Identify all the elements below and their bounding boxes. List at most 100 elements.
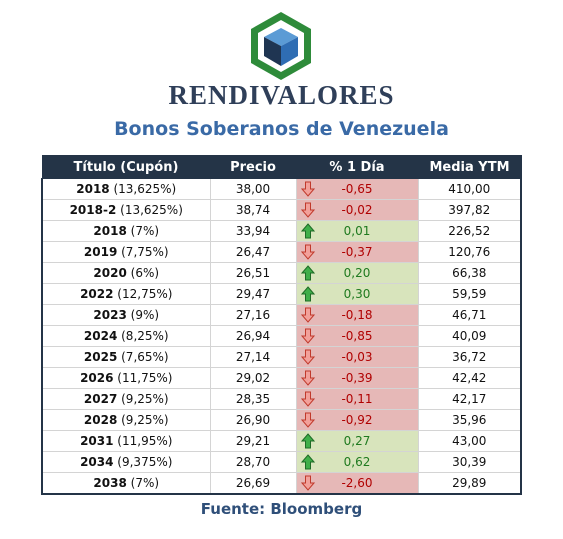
daily-change-value: -0,18 xyxy=(341,308,373,322)
red-down-arrow-icon xyxy=(300,307,315,323)
price-cell: 26,69 xyxy=(209,472,297,495)
bond-year: 2027 xyxy=(83,392,118,406)
bond-year: 2025 xyxy=(83,350,118,364)
bond-coupon: (7,75%) xyxy=(121,245,169,259)
table-row: 2024 (8,25%) 26,94 -0,85 40,09 xyxy=(41,325,522,347)
bond-title-cell: 2025 (7,65%) xyxy=(41,346,211,368)
green-up-arrow-icon xyxy=(300,454,315,470)
bond-year: 2024 xyxy=(83,329,118,343)
daily-change-value: -0,85 xyxy=(341,329,373,343)
green-up-arrow-icon xyxy=(300,286,315,302)
daily-change-cell: -0,03 xyxy=(295,346,419,368)
green-up-arrow-icon xyxy=(300,265,315,281)
bond-year: 2018 xyxy=(93,224,127,238)
daily-change-cell: 0,01 xyxy=(295,220,419,242)
column-header-titulo: Título (Cupón) xyxy=(41,155,211,179)
bond-year: 2023 xyxy=(93,308,127,322)
daily-change-cell: 0,27 xyxy=(295,430,419,452)
red-down-arrow-icon xyxy=(300,349,315,365)
bond-coupon: (8,25%) xyxy=(121,329,169,343)
bond-title-cell: 2026 (11,75%) xyxy=(41,367,211,389)
bond-coupon: (13,625%) xyxy=(120,203,183,217)
daily-change-value: -0,03 xyxy=(341,350,373,364)
price-cell: 29,47 xyxy=(209,283,297,305)
bond-coupon: (11,75%) xyxy=(117,371,173,385)
bond-year: 2038 xyxy=(93,476,127,490)
ytm-cell: 226,52 xyxy=(417,220,522,242)
bond-title-cell: 2027 (9,25%) xyxy=(41,388,211,410)
table-row: 2038 (7%) 26,69 -2,60 29,89 xyxy=(41,472,522,495)
ytm-cell: 29,89 xyxy=(417,472,522,495)
red-down-arrow-icon xyxy=(300,391,315,407)
ytm-cell: 36,72 xyxy=(417,346,522,368)
green-up-arrow-icon xyxy=(300,433,315,449)
table-row: 2019 (7,75%) 26,47 -0,37 120,76 xyxy=(41,241,522,263)
bond-title-cell: 2018-2 (13,625%) xyxy=(41,199,211,221)
daily-change-value: -0,65 xyxy=(341,182,373,196)
table-row: 2023 (9%) 27,16 -0,18 46,71 xyxy=(41,304,522,326)
ytm-cell: 59,59 xyxy=(417,283,522,305)
table-row: 2025 (7,65%) 27,14 -0,03 36,72 xyxy=(41,346,522,368)
table-row: 2018 (7%) 33,94 0,01 226,52 xyxy=(41,220,522,242)
ytm-cell: 66,38 xyxy=(417,262,522,284)
daily-change-cell: -0,37 xyxy=(295,241,419,263)
bond-year: 2022 xyxy=(80,287,114,301)
ytm-cell: 30,39 xyxy=(417,451,522,473)
price-cell: 26,94 xyxy=(209,325,297,347)
bond-year: 2018-2 xyxy=(69,203,117,217)
ytm-cell: 40,09 xyxy=(417,325,522,347)
ytm-cell: 35,96 xyxy=(417,409,522,431)
price-cell: 28,35 xyxy=(209,388,297,410)
table-row: 2020 (6%) 26,51 0,20 66,38 xyxy=(41,262,522,284)
bond-title-cell: 2018 (13,625%) xyxy=(41,178,211,200)
daily-change-value: 0,20 xyxy=(343,266,371,280)
source-note: Fuente: Bloomberg xyxy=(200,500,363,518)
price-cell: 38,00 xyxy=(209,178,297,200)
bond-coupon: (9%) xyxy=(130,308,160,322)
ytm-cell: 46,71 xyxy=(417,304,522,326)
price-cell: 38,74 xyxy=(209,199,297,221)
bond-year: 2018 xyxy=(76,182,110,196)
daily-change-cell: 0,20 xyxy=(295,262,419,284)
bond-coupon: (11,95%) xyxy=(117,434,173,448)
daily-change-value: -0,37 xyxy=(341,245,373,259)
bond-coupon: (9,375%) xyxy=(117,455,173,469)
bond-coupon: (7%) xyxy=(130,224,160,238)
daily-change-cell: -0,39 xyxy=(295,367,419,389)
bond-title-cell: 2018 (7%) xyxy=(41,220,211,242)
table-row: 2031 (11,95%) 29,21 0,27 43,00 xyxy=(41,430,522,452)
brand-name: RENDIVALORES xyxy=(168,80,395,110)
column-header-ytm: Media YTM xyxy=(417,155,522,179)
page-title: Bonos Soberanos de Venezuela xyxy=(114,118,449,140)
bond-year: 2028 xyxy=(83,413,118,427)
bond-coupon: (7%) xyxy=(130,476,160,490)
red-down-arrow-icon xyxy=(300,328,315,344)
green-up-arrow-icon xyxy=(300,223,315,239)
ytm-cell: 42,17 xyxy=(417,388,522,410)
price-cell: 26,51 xyxy=(209,262,297,284)
bond-title-cell: 2020 (6%) xyxy=(41,262,211,284)
ytm-cell: 43,00 xyxy=(417,430,522,452)
bond-coupon: (9,25%) xyxy=(121,413,169,427)
daily-change-value: -0,02 xyxy=(341,203,373,217)
bond-title-cell: 2031 (11,95%) xyxy=(41,430,211,452)
daily-change-cell: -2,60 xyxy=(295,472,419,495)
daily-change-cell: -0,85 xyxy=(295,325,419,347)
bond-coupon: (13,625%) xyxy=(113,182,177,196)
hexagon-cube-logo-icon xyxy=(251,12,311,80)
table-row: 2034 (9,375%) 28,70 0,62 30,39 xyxy=(41,451,522,473)
bond-title-cell: 2022 (12,75%) xyxy=(41,283,211,305)
daily-change-cell: -0,11 xyxy=(295,388,419,410)
red-down-arrow-icon xyxy=(300,475,315,491)
price-cell: 29,02 xyxy=(209,367,297,389)
bond-year: 2020 xyxy=(93,266,127,280)
table-row: 2018-2 (13,625%) 38,74 -0,02 397,82 xyxy=(41,199,522,221)
column-header-cambio: % 1 Día xyxy=(295,155,419,179)
table-row: 2018 (13,625%) 38,00 -0,65 410,00 xyxy=(41,178,522,200)
bond-coupon: (12,75%) xyxy=(117,287,173,301)
daily-change-cell: -0,65 xyxy=(295,178,419,200)
bond-title-cell: 2034 (9,375%) xyxy=(41,451,211,473)
table-row: 2022 (12,75%) 29,47 0,30 59,59 xyxy=(41,283,522,305)
bond-year: 2031 xyxy=(80,434,114,448)
bonds-table: Título (Cupón) Precio % 1 Día Media YTM … xyxy=(41,155,522,495)
